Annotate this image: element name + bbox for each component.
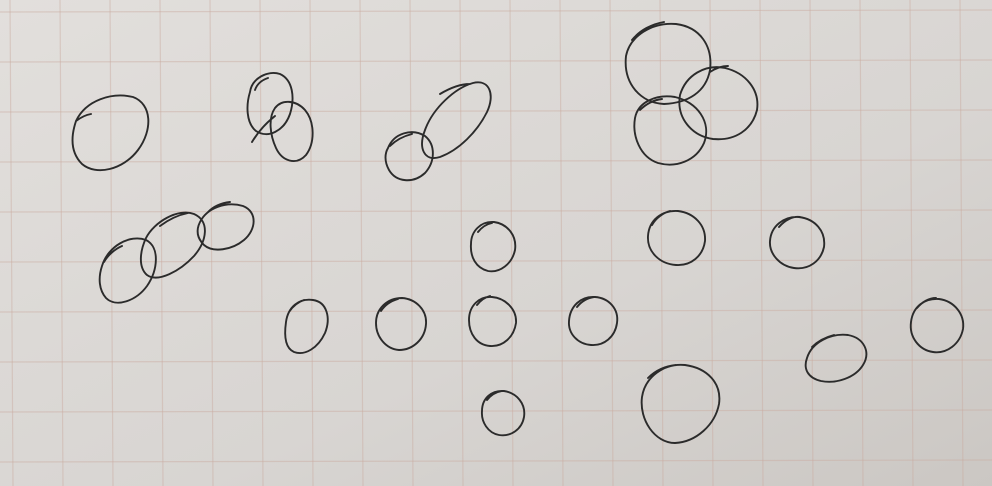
hand-drawn-loop xyxy=(284,298,329,354)
overlapping-loop-group-a2 xyxy=(246,72,314,162)
grid-line-horizontal xyxy=(0,259,992,263)
grid-line-horizontal xyxy=(0,209,992,213)
hand-drawn-loop xyxy=(647,210,706,266)
hand-drawn-loop xyxy=(678,65,759,141)
hand-drawn-loop xyxy=(246,72,294,136)
grid-line-horizontal xyxy=(0,409,992,413)
overlapping-loop-group-d xyxy=(624,21,759,166)
hand-drawn-loop xyxy=(421,81,492,159)
grid-line-horizontal xyxy=(0,309,992,313)
grid-line-horizontal xyxy=(0,109,992,113)
grid-line-vertical xyxy=(809,0,814,486)
grid-line-vertical xyxy=(309,0,314,486)
single-loops xyxy=(284,210,965,444)
grid-line-vertical xyxy=(159,0,164,486)
hand-drawn-loop xyxy=(804,333,868,383)
grid-line-horizontal xyxy=(0,359,992,363)
grid-line-vertical xyxy=(859,0,864,486)
grid-line-vertical xyxy=(409,0,414,486)
hand-drawn-loop xyxy=(139,211,206,279)
grid-line-vertical xyxy=(109,0,114,486)
hand-drawn-loop xyxy=(769,215,826,270)
grid-line-horizontal xyxy=(0,9,992,13)
grid-line-vertical xyxy=(659,0,664,486)
hand-drawn-loop xyxy=(481,390,526,437)
overlapping-loop-group-a xyxy=(71,94,150,172)
hand-drawn-loop xyxy=(633,95,708,166)
grid-line-vertical xyxy=(509,0,514,486)
grid-line-vertical xyxy=(359,0,364,486)
hand-drawn-loop xyxy=(624,21,712,105)
hand-drawn-loop xyxy=(375,297,427,351)
hand-drawn-loop xyxy=(98,237,157,304)
grid-line-vertical xyxy=(59,0,64,486)
hand-drawn-loop xyxy=(196,201,255,251)
hand-drawn-loop xyxy=(71,94,150,172)
hand-drawn-loop xyxy=(909,297,965,354)
ink-drawing xyxy=(71,21,965,444)
hand-drawn-loop xyxy=(640,363,721,444)
grid-line-vertical xyxy=(709,0,714,486)
overlapping-loop-group-b xyxy=(384,81,492,182)
grid-line-vertical xyxy=(959,0,964,486)
grid-line-horizontal xyxy=(0,159,992,163)
grid-line-vertical xyxy=(609,0,614,486)
grid-line-vertical xyxy=(909,0,914,486)
grid-line-vertical xyxy=(9,0,14,486)
hand-drawn-loop xyxy=(468,295,517,347)
hand-drawn-loop xyxy=(568,296,619,346)
grid-line-horizontal xyxy=(0,459,992,463)
grid-line-vertical xyxy=(209,0,214,486)
grid-line-horizontal xyxy=(0,59,992,63)
grid-line-vertical xyxy=(759,0,764,486)
grid-line-vertical xyxy=(559,0,564,486)
hand-drawn-loop xyxy=(470,221,517,273)
grid-line-vertical xyxy=(459,0,464,486)
hand-drawn-loop xyxy=(251,100,314,162)
hand-drawn-loop xyxy=(384,131,434,182)
overlapping-loop-group-c xyxy=(98,201,255,304)
